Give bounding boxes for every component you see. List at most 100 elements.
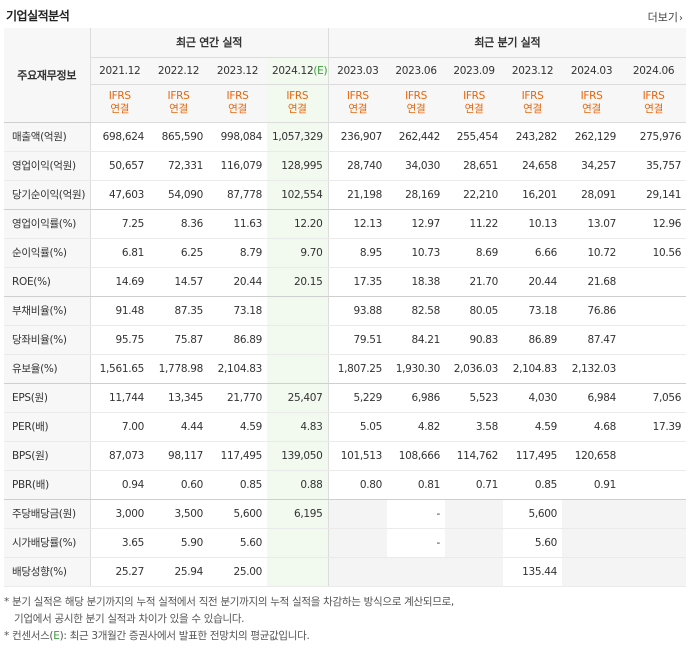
table-cell	[562, 499, 622, 529]
table-cell: 21.70	[445, 267, 504, 297]
ifrs-bottom: 연결	[110, 103, 130, 115]
table-cell: 76.86	[562, 296, 622, 326]
row-label: ROE(%)	[4, 267, 91, 297]
table-cell: 4.44	[149, 412, 208, 442]
table-row: PBR(배) 0.94 0.60 0.85 0.88 0.80 0.81 0.71 0.85 0.…	[4, 470, 687, 500]
table-row: 주당배당금(원) 3,000 3,500 5,600 6,195-5,600	[4, 499, 687, 529]
table-cell: 90.83	[445, 325, 504, 355]
table-cell	[621, 267, 687, 297]
table-cell: 13.07	[562, 209, 622, 239]
ifrs-label: IFRS 연결	[445, 84, 504, 123]
table-cell: 116,079	[208, 151, 267, 181]
quarter-group-header: 최근 분기 실적	[328, 28, 687, 58]
ifrs-label: IFRS 연결	[90, 84, 149, 123]
table-cell: 139,050	[267, 441, 329, 471]
table-cell: 28,651	[445, 151, 504, 181]
table-cell: 6.25	[149, 238, 208, 268]
table-cell	[267, 354, 329, 384]
table-row: BPS(원) 87,073 98,117 117,495 139,050 101,513 1…	[4, 441, 687, 471]
table-cell: 54,090	[149, 180, 208, 210]
table-cell: 11.63	[208, 209, 267, 239]
row-label: 배당성향(%)	[4, 557, 91, 587]
table-cell: 998,084	[208, 122, 267, 152]
table-cell: 3,000	[90, 499, 149, 529]
table-cell: 87.35	[149, 296, 208, 326]
table-cell: 86.89	[503, 325, 563, 355]
table-cell: 117,495	[503, 441, 563, 471]
table-cell: 50,657	[90, 151, 149, 181]
table-cell: 12.20	[267, 209, 329, 239]
column-date-text: 2023.09	[453, 64, 495, 77]
table-cell: 0.71	[445, 470, 504, 500]
ifrs-top: IFRS	[521, 90, 544, 102]
table-cell: 12.96	[621, 209, 687, 239]
column-date: 2023.09	[445, 57, 504, 85]
footnote-consensus-e: E	[53, 630, 60, 642]
table-cell: 0.60	[149, 470, 208, 500]
more-label[interactable]: 더보기	[647, 11, 678, 24]
ifrs-label: IFRS 연결	[208, 84, 267, 123]
table-cell: 20.44	[208, 267, 267, 297]
ifrs-label: IFRS 연결	[328, 84, 388, 123]
column-date: 2023.12	[208, 57, 267, 85]
table-cell	[328, 557, 388, 587]
table-cell: 18.38	[387, 267, 446, 297]
table-cell: 117,495	[208, 441, 267, 471]
table-row: 영업이익률(%) 7.25 8.36 11.63 12.20 12.13 12.97 11.2…	[4, 209, 687, 239]
table-cell: 86.89	[208, 325, 267, 355]
table-cell: 3,500	[149, 499, 208, 529]
ifrs-label: IFRS 연결	[267, 84, 329, 123]
column-date-text: 2023.03	[337, 64, 379, 77]
table-row: EPS(원) 11,744 13,345 21,770 25,407 5,229 6,986…	[4, 383, 687, 413]
table-cell: 5,600	[503, 499, 563, 529]
table-cell: 1,057,329	[267, 122, 329, 152]
table-cell: 87,778	[208, 180, 267, 210]
table-cell: 1,778.98	[149, 354, 208, 384]
table-cell: 262,129	[562, 122, 622, 152]
table-cell: 1,807.25	[328, 354, 388, 384]
table-cell: 6,195	[267, 499, 329, 529]
table-cell	[267, 557, 329, 587]
footnotes: * 분기 실적은 해당 분기까지의 누적 실적에서 직전 분기까지의 누적 실적…	[4, 594, 454, 645]
table-cell: 7.00	[90, 412, 149, 442]
header-group-row: 주요재무정보 최근 연간 실적 최근 분기 실적	[4, 28, 687, 123]
table-cell: 4.68	[562, 412, 622, 442]
table-cell: 13,345	[149, 383, 208, 413]
table-cell: 10.56	[621, 238, 687, 268]
ifrs-top: IFRS	[642, 90, 665, 102]
table-cell: 5.60	[503, 528, 563, 558]
table-row: 순이익률(%) 6.81 6.25 8.79 9.70 8.95 10.73 8.69 6.66…	[4, 238, 687, 268]
table-cell: 95.75	[90, 325, 149, 355]
table-cell: 0.88	[267, 470, 329, 500]
table-cell: 82.58	[387, 296, 446, 326]
table-cell: 0.80	[328, 470, 388, 500]
table-cell: 25.00	[208, 557, 267, 587]
table-cell: 865,590	[149, 122, 208, 152]
ifrs-top: IFRS	[580, 90, 603, 102]
table-cell	[328, 528, 388, 558]
table-cell	[267, 325, 329, 355]
ifrs-top: IFRS	[463, 90, 485, 102]
ifrs-top: IFRS	[108, 90, 131, 102]
table-cell: 12.13	[328, 209, 388, 239]
row-label: 유보율(%)	[4, 354, 91, 384]
table-cell: 87.47	[562, 325, 622, 355]
table-cell: 93.88	[328, 296, 388, 326]
table-cell: 8.79	[208, 238, 267, 268]
ifrs-label: IFRS 연결	[562, 84, 622, 123]
table-cell: 6,984	[562, 383, 622, 413]
more-link[interactable]: 더보기›	[648, 9, 683, 25]
ifrs-top: IFRS	[167, 90, 190, 102]
table-cell	[621, 499, 687, 529]
table-cell: 34,257	[562, 151, 622, 181]
table-cell: 114,762	[445, 441, 504, 471]
table-cell: 98,117	[149, 441, 208, 471]
table-cell: 4,030	[503, 383, 563, 413]
row-label: 주당배당금(원)	[4, 499, 91, 529]
table-cell: 0.81	[387, 470, 446, 500]
table-cell	[621, 354, 687, 384]
table-cell: 4.59	[503, 412, 563, 442]
row-label: 당좌비율(%)	[4, 325, 91, 355]
table-cell: 5.60	[208, 528, 267, 558]
table-cell: 34,030	[387, 151, 446, 181]
